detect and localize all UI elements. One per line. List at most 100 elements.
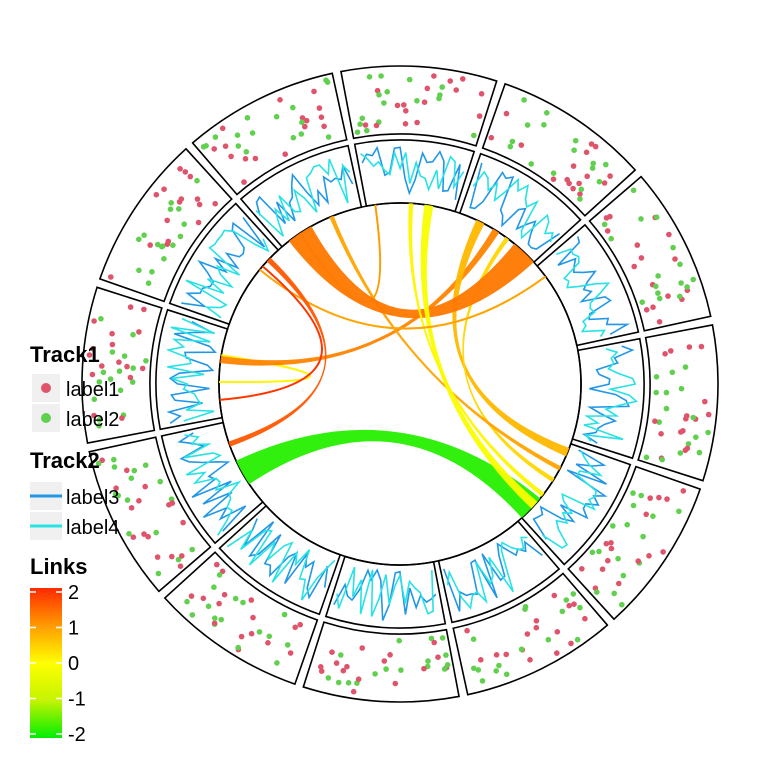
track1-point: [596, 548, 602, 555]
track1-point: [252, 155, 259, 162]
track1-point: [570, 163, 577, 169]
colorbar-tick-label: -2: [68, 724, 86, 746]
track1-point: [571, 601, 577, 607]
track1-point: [176, 206, 182, 212]
track1-point: [630, 502, 637, 509]
track1-point: [571, 147, 577, 153]
track1-point: [182, 169, 189, 175]
track1-point: [653, 214, 660, 220]
track1-point: [109, 341, 116, 348]
track1-point: [403, 108, 409, 114]
track1-point: [551, 592, 558, 599]
track2-line: [336, 566, 435, 617]
link: [220, 228, 500, 366]
legend: Track1 label1 label2 Track2 label3 label…: [30, 342, 119, 746]
track1-point: [242, 156, 249, 162]
track1-point: [169, 553, 175, 560]
track1-point: [611, 590, 617, 597]
track1-point: [121, 353, 128, 359]
track1-point: [218, 616, 224, 623]
track1-point: [136, 267, 142, 274]
track2-line: [165, 317, 216, 422]
track1-point: [533, 624, 540, 631]
track1-point: [384, 89, 391, 95]
track1-point: [91, 396, 98, 403]
track1-point: [603, 540, 610, 547]
track1-point: [273, 113, 280, 120]
track1-point: [503, 671, 510, 678]
track1-point: [503, 651, 510, 658]
track1-point: [414, 119, 420, 126]
track1-point: [634, 242, 641, 248]
track1-point: [325, 675, 332, 681]
track1-point: [478, 91, 485, 97]
track1-point: [702, 398, 708, 405]
track1-point: [95, 460, 102, 467]
track1-point: [281, 611, 288, 618]
track1-point: [577, 191, 583, 197]
track1-point: [189, 546, 195, 553]
track1-point: [608, 545, 615, 552]
track1-point: [663, 405, 670, 412]
track1-point: [421, 99, 428, 105]
track1-point: [476, 113, 483, 119]
track1-point: [656, 319, 663, 325]
track1-point: [579, 566, 585, 572]
track1-point: [153, 191, 160, 198]
track1-point: [127, 374, 134, 381]
track1-point: [603, 161, 609, 168]
track1-point: [154, 554, 161, 560]
track1-point: [299, 119, 305, 126]
track1-point: [577, 196, 583, 202]
track1-point: [126, 530, 132, 537]
track1-point: [653, 374, 660, 380]
track1-point: [566, 602, 572, 609]
track1-point: [147, 242, 153, 248]
track1-point: [545, 636, 552, 643]
track1-point: [111, 456, 117, 463]
track1-point: [378, 73, 384, 79]
track1-point: [464, 627, 470, 634]
track1-point: [243, 149, 250, 155]
track1-point: [639, 299, 645, 306]
track1-point: [582, 615, 588, 622]
track1-point: [128, 475, 135, 482]
track1-point: [589, 549, 596, 556]
track1-point: [145, 280, 152, 287]
track1-point: [212, 200, 218, 207]
track1-point: [584, 173, 590, 180]
track1-point: [299, 115, 306, 121]
track1-point: [277, 97, 283, 103]
track1-point: [444, 662, 451, 668]
track1-point: [238, 633, 245, 640]
track1-point: [443, 652, 449, 658]
link-track-circle: [218, 202, 582, 566]
track1-point: [655, 273, 661, 279]
track1-point: [470, 636, 477, 642]
track1-point: [350, 688, 357, 695]
track1-point: [86, 352, 93, 358]
track1-point: [99, 457, 105, 464]
track2-line: [361, 145, 461, 200]
track1-cell: [98, 147, 233, 303]
track1-point: [249, 130, 256, 136]
track1-point: [166, 502, 172, 508]
track1-point: [439, 635, 446, 641]
track1-point: [211, 620, 218, 626]
track1-point: [421, 665, 427, 672]
track1-point: [91, 318, 97, 324]
track1-point: [136, 329, 142, 335]
track1-point: [362, 122, 369, 128]
track1-point: [653, 283, 659, 290]
link: [219, 265, 323, 401]
track1-point: [662, 351, 668, 357]
track1-point: [635, 558, 641, 564]
track1-point: [256, 629, 263, 635]
track1-point: [522, 606, 528, 612]
track1-point: [690, 276, 696, 283]
track1-point: [425, 658, 431, 664]
track1-point: [355, 676, 362, 682]
track1-point: [570, 591, 577, 597]
track1-point: [596, 178, 603, 185]
legend-links-title: Links: [30, 554, 87, 579]
